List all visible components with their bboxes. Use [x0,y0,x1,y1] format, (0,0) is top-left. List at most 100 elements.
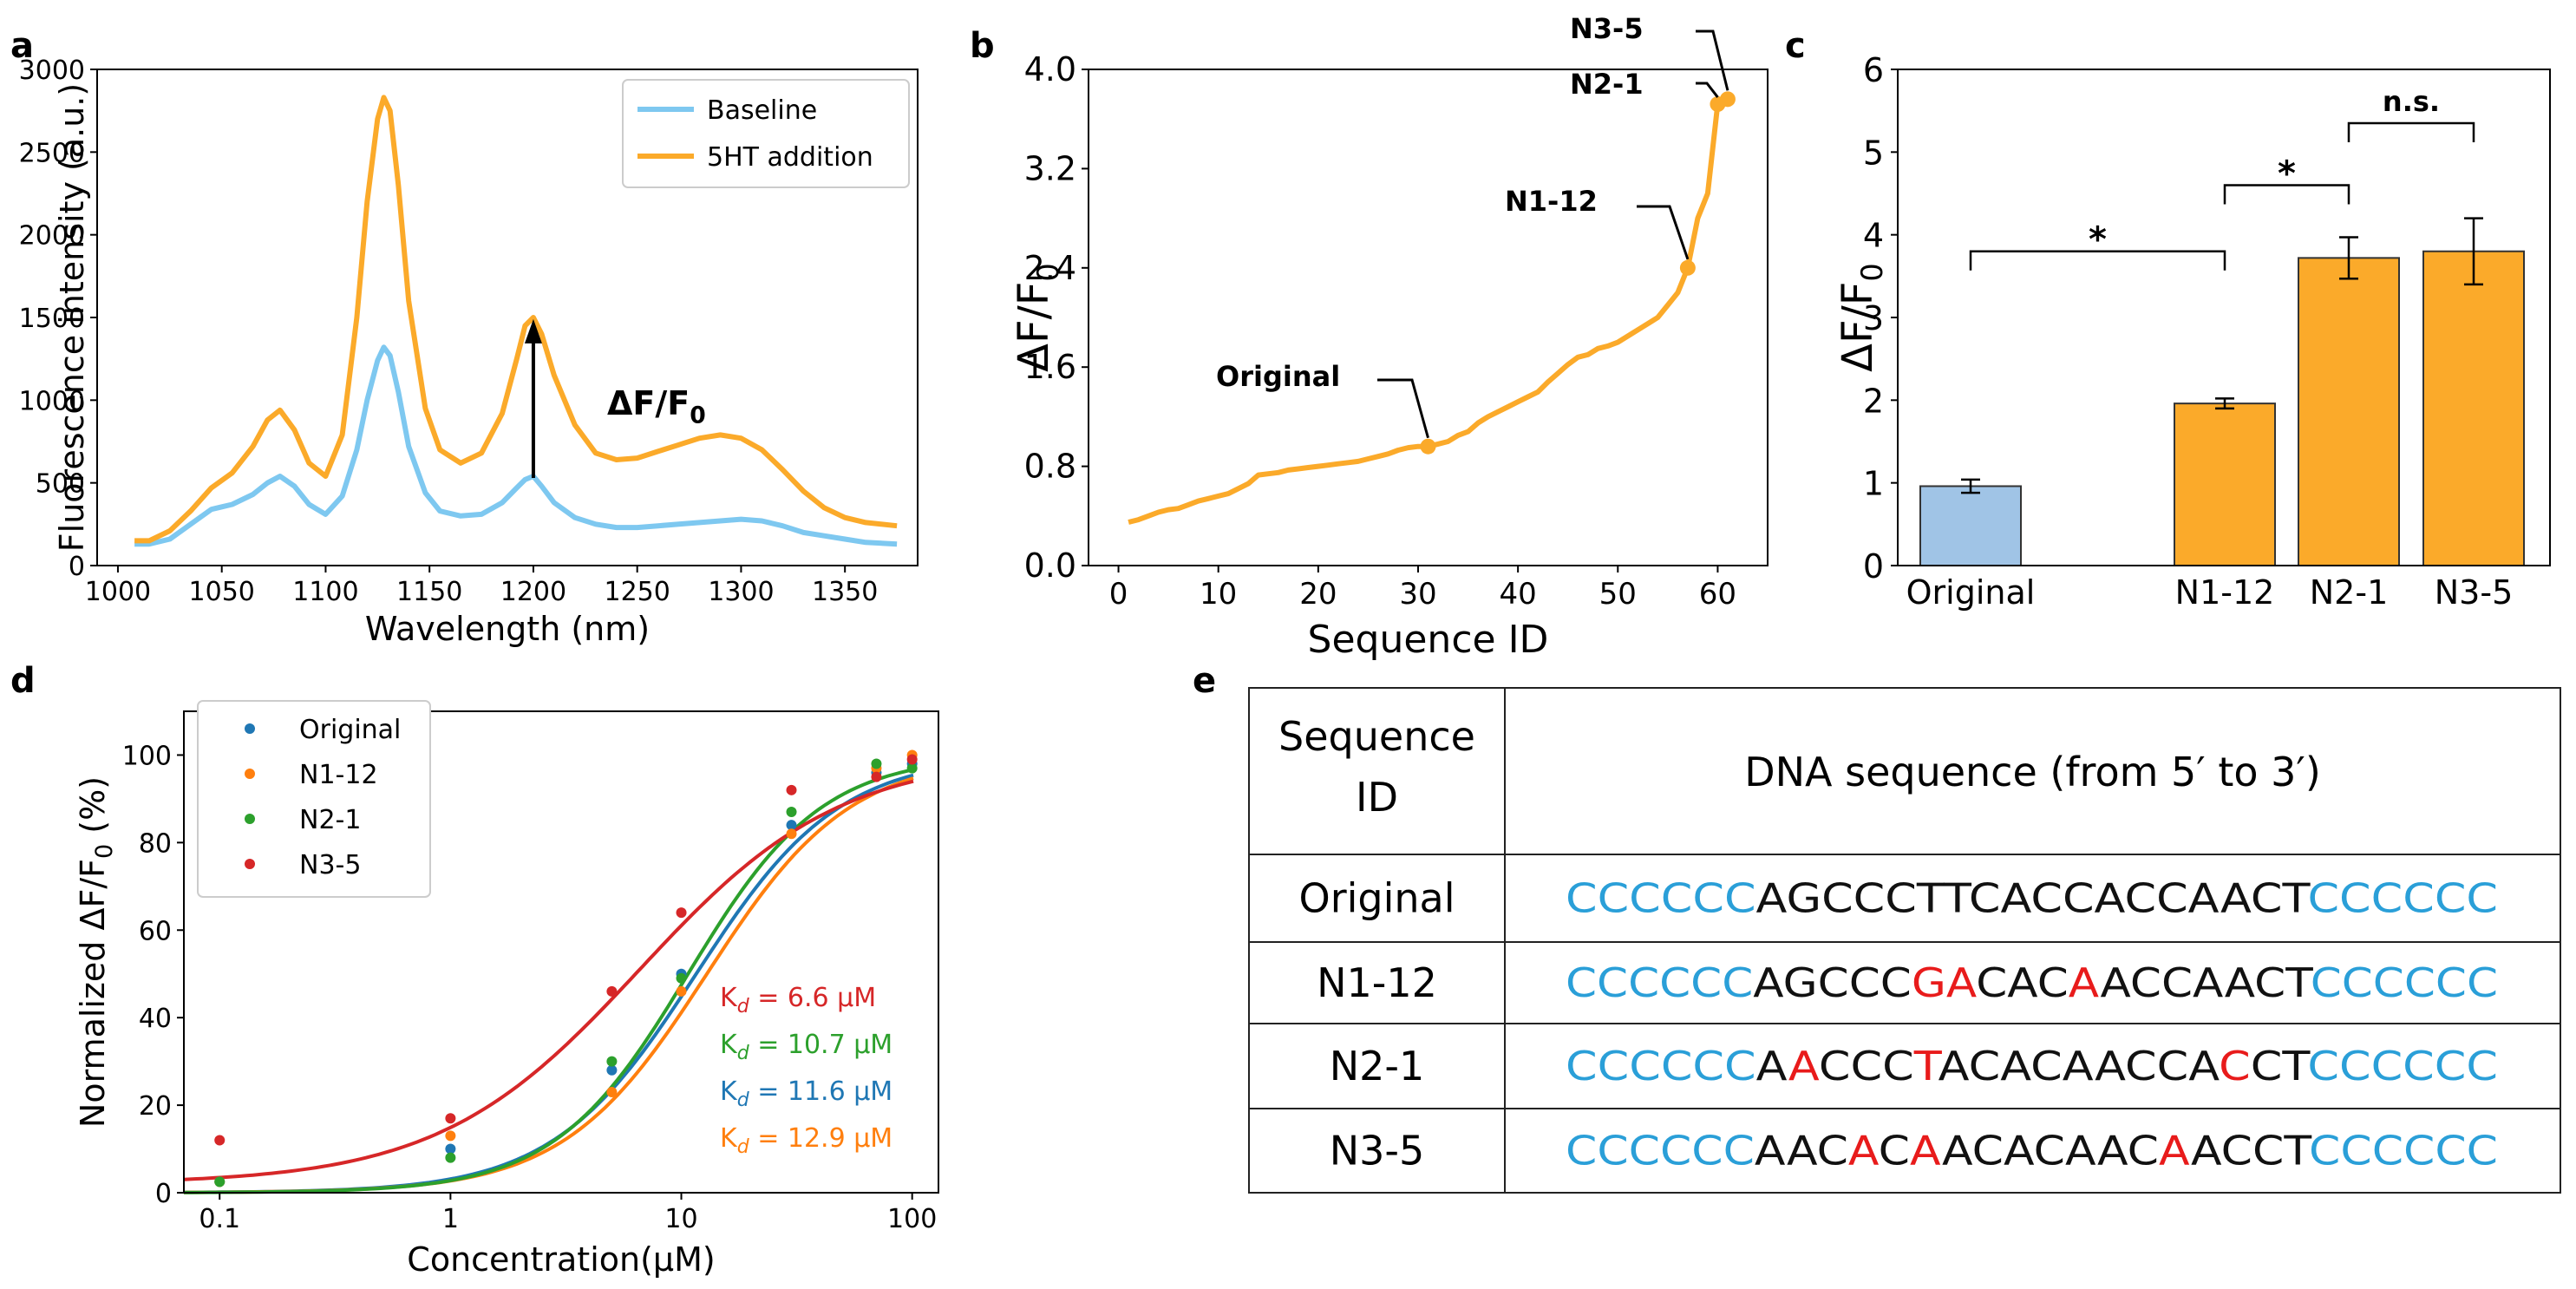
x-tick-label: N1-12 [2175,573,2275,612]
x-tick-label: 10 [664,1204,697,1234]
callout-label-n3-5: N3-5 [1570,12,1644,45]
significance-label: n.s. [2383,85,2440,118]
data-point-n1-12 [445,1130,456,1142]
x-tick-label: 1 [442,1204,459,1234]
table-header-seq-id-line2: ID [1356,774,1398,821]
delta-f-annotation: ΔF/F0 [607,384,706,429]
axes-frame [1088,69,1769,566]
y-axis-label: Normalized ΔF/F0 (%) [74,776,118,1128]
table-header-seq-id: Sequence [1278,713,1475,760]
x-tick-label: 60 [1699,577,1736,612]
legend-box [197,700,431,898]
legend-label-baseline: Baseline [707,95,817,126]
y-tick-label: 5 [1863,134,1884,172]
bar-n2-1 [2298,257,2400,566]
y-tick-label: 100 [122,741,172,771]
y-tick-label: 2 [1863,382,1884,420]
x-tick-label: 0.1 [199,1204,240,1234]
y-tick-label: 6 [1863,51,1884,89]
callout-label-n1-12: N1-12 [1505,185,1598,218]
data-point-original [786,820,797,831]
data-point-n3-5 [214,1135,226,1146]
significance-bracket [2223,184,2350,205]
panel-b-sequence-chart: 0.0 0.8 1.6 2.4 3.2 4.0 0 10 20 30 40 50 60 Sequence … [1010,12,1769,662]
y-tick-label: 3.2 [1024,149,1076,187]
legend-marker-n3-5 [245,859,255,869]
significance-bracket [2347,121,2475,142]
data-point-n2-1 [445,1152,456,1163]
bar-original [1919,485,2022,566]
panel-e-sequence-table: Sequence ID DNA sequence (from 5′ to 3′) Or… [1248,687,2561,1194]
table-header-dna: DNA sequence (from 5′ to 3′) [1744,749,2321,795]
y-axis-label: ΔF/F0 [1010,263,1065,372]
y-tick-label: 2000 [19,221,85,252]
x-tick-label: Original [1906,573,2036,612]
data-point-original [606,1064,618,1076]
y-tick-label: 3 [1863,299,1884,337]
y-tick-label: 4 [1863,217,1884,255]
legend-marker-original [245,723,255,734]
data-point-n1-12 [606,1086,618,1097]
legend-label-n2-1: N2-1 [299,805,361,835]
x-tick-label: 1000 [85,577,151,607]
kd-annotation-original: Kd = 11.6 μM [720,1076,892,1111]
x-axis-label: Wavelength (nm) [365,610,650,648]
data-point-original [445,1143,456,1155]
callout-line-n3-5 [1696,29,1729,91]
x-tick-label: 1200 [500,577,566,607]
legend-label-original: Original [299,715,401,745]
x-tick-label: N3-5 [2435,573,2514,612]
x-tick-label: 1350 [812,577,878,607]
highlight-point-n1-12 [1679,259,1696,276]
legend-label-n1-12: N1-12 [299,760,378,790]
y-axis-label: Fluorescence intensity (a.u.) [53,83,91,552]
data-point-n2-1 [606,1056,618,1067]
table-row-id: N3-5 [1330,1128,1425,1174]
data-point-n1-12 [676,985,687,997]
y-tick-label: 0 [155,1179,172,1209]
y-tick-label: 0 [1863,547,1884,586]
y-tick-label: 80 [139,828,172,859]
data-point-n2-1 [786,807,797,818]
panel-d-dose-response-chart: 0 20 40 60 80 100 0.1 1 10 100 Concentration(μM) No… [74,700,939,1279]
highlight-point-n3-5 [1719,91,1736,108]
y-tick-label: 20 [139,1091,172,1122]
x-tick-label: 1100 [292,577,358,607]
table-row-sequence: CCCCCC AACCC TACACAACCA CCT CCCCCC [1566,1043,2498,1089]
highlight-point-original [1420,438,1436,455]
y-tick-label: 3000 [19,56,85,86]
table-row-sequence: CCCCCC AAC ACAACACAAC AACCT CCCCCC [1566,1128,2498,1174]
kd-annotation-n3-5: Kd = 6.6 μM [720,983,876,1017]
x-tick-label: 1300 [708,577,774,607]
callout-label-original: Original [1216,360,1340,393]
y-tick-label: 0.0 [1024,546,1076,585]
y-tick-label: 2.4 [1024,249,1076,287]
x-tick-label: 30 [1399,577,1436,612]
y-tick-label: 0 [69,552,85,582]
y-tick-label: 0.8 [1024,448,1076,486]
significance-bracket [1969,250,2226,271]
data-point-n3-5 [606,985,618,997]
x-tick-label: 1050 [189,577,255,607]
panel-label-c: c [1785,26,1806,66]
data-point-n2-1 [871,758,882,769]
axes-frame [183,710,939,1194]
table-row-id: N1-12 [1317,959,1437,1006]
x-tick-label: 0 [1109,577,1128,612]
y-tick-label: 1000 [19,386,85,416]
x-tick-label: N2-1 [2310,573,2389,612]
x-tick-label: 100 [887,1204,937,1234]
data-point-n2-1 [676,972,687,984]
x-tick-label: 50 [1599,577,1637,612]
x-tick-label: 40 [1499,577,1536,612]
y-tick-label: 1 [1863,465,1884,503]
legend-marker-n2-1 [245,814,255,824]
panel-label-b: b [970,26,995,66]
data-point-n2-1 [906,762,918,774]
legend-label-n3-5: N3-5 [299,850,361,880]
callout-line-n1-12 [1637,205,1690,260]
y-axis-label: ΔF/F0 [1834,263,1889,372]
callout-label-n2-1: N2-1 [1570,68,1644,101]
data-point-n2-1 [214,1176,226,1188]
